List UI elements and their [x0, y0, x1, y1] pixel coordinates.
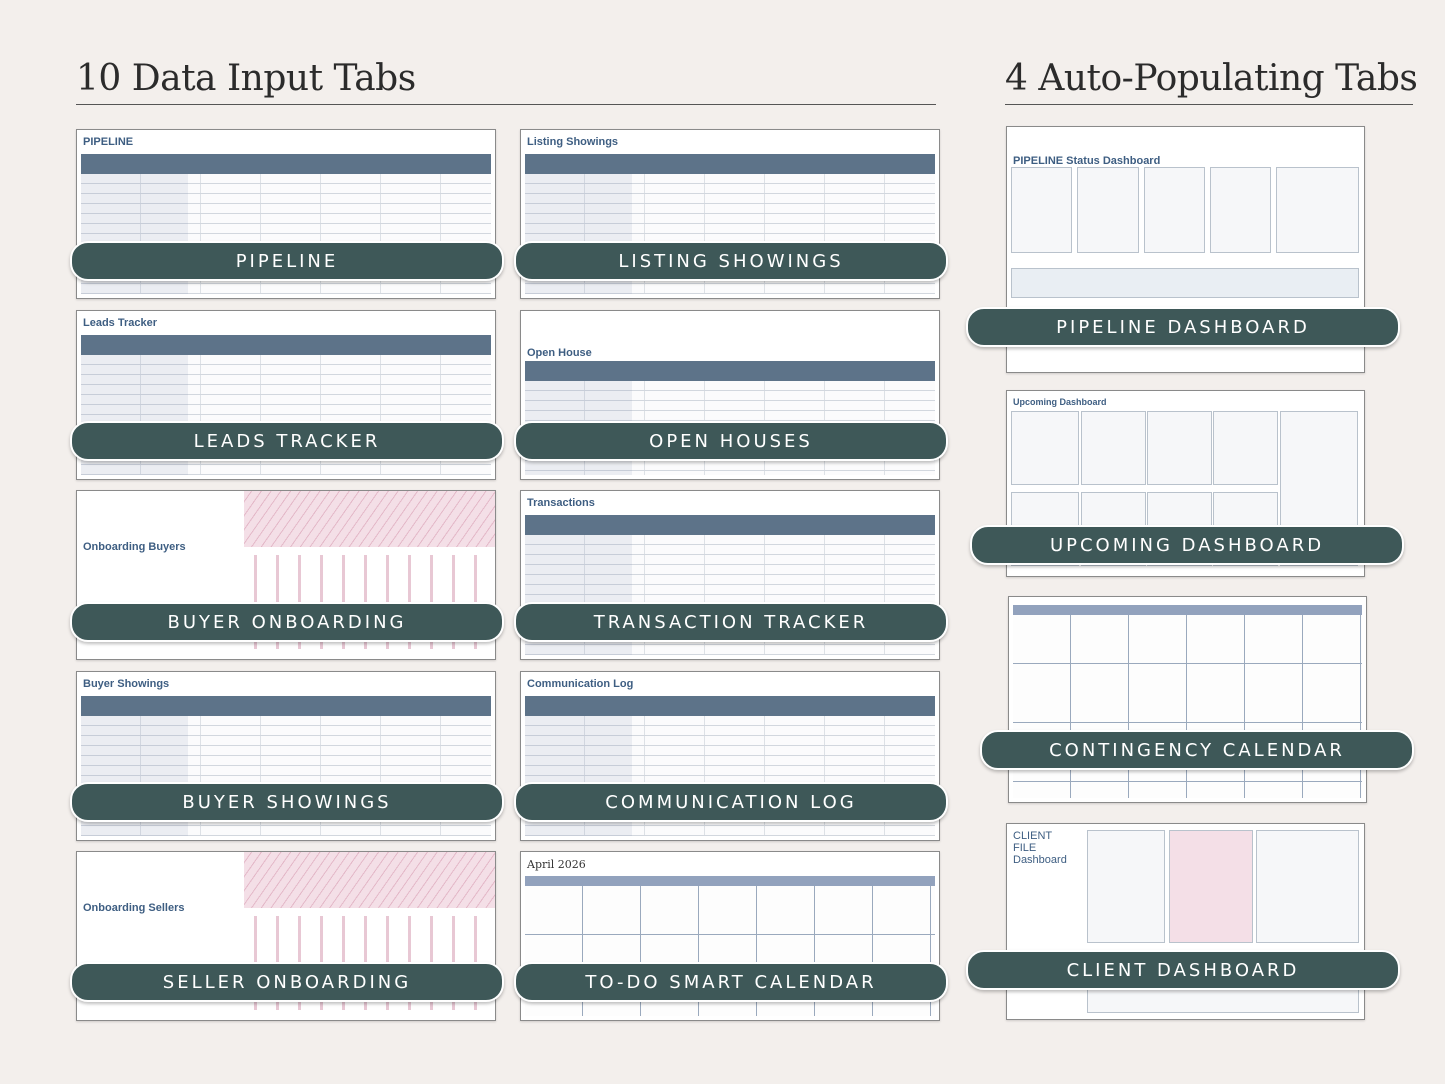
contingency-calendar-label[interactable]: CONTINGENCY CALENDAR — [980, 730, 1414, 770]
right-heading-rule — [1005, 104, 1413, 105]
upcoming-dashboard-label[interactable]: UPCOMING DASHBOARD — [970, 525, 1404, 565]
todo-calendar-tab-label[interactable]: TO-DO SMART CALENDAR — [514, 962, 948, 1002]
pipeline-sheet-title: PIPELINE — [83, 136, 134, 148]
left-heading-rule — [76, 104, 936, 105]
client-dashboard-title: CLIENT FILE Dashboard — [1013, 830, 1067, 866]
upcoming-dashboard-title: Upcoming Dashboard — [1013, 397, 1107, 407]
communication-log-tab-label[interactable]: COMMUNICATION LOG — [514, 782, 948, 822]
todo-calendar-sheet-title: April 2026 — [527, 858, 586, 871]
listing-showings-tab-label[interactable]: LISTING SHOWINGS — [514, 241, 948, 281]
leads-tracker-tab-label[interactable]: LEADS TRACKER — [70, 421, 504, 461]
buyer-onboarding-tab-label[interactable]: BUYER ONBOARDING — [70, 602, 504, 642]
pipeline-dashboard-title: PIPELINE Status Dashboard — [1013, 155, 1161, 167]
open-houses-sheet-title: Open House — [527, 347, 592, 359]
transaction-tracker-sheet-title: Transactions — [527, 497, 595, 509]
client-dashboard-preview[interactable]: CLIENT FILE Dashboard — [1006, 823, 1365, 1020]
listing-showings-sheet-title: Listing Showings — [527, 136, 619, 148]
open-houses-tab-label[interactable]: OPEN HOUSES — [514, 421, 948, 461]
seller-checklist-headers — [244, 852, 495, 908]
buyer-showings-tab-label[interactable]: BUYER SHOWINGS — [70, 782, 504, 822]
data-input-heading: 10 Data Input Tabs — [76, 58, 416, 99]
buyer-checklist-headers — [244, 491, 495, 547]
pipeline-dashboard-tables — [1011, 167, 1360, 368]
auto-populating-heading: 4 Auto-Populating Tabs — [1005, 58, 1418, 99]
pipeline-dashboard-label[interactable]: PIPELINE DASHBOARD — [966, 307, 1400, 347]
transaction-tracker-tab-label[interactable]: TRANSACTION TRACKER — [514, 602, 948, 642]
leads-tracker-sheet-title: Leads Tracker — [83, 317, 157, 329]
pipeline-tab-label[interactable]: PIPELINE — [70, 241, 504, 281]
client-dashboard-label[interactable]: CLIENT DASHBOARD — [966, 950, 1400, 990]
seller-onboarding-tab-label[interactable]: SELLER ONBOARDING — [70, 962, 504, 1002]
buyer-onboarding-sheet-title: Onboarding Buyers — [83, 541, 186, 553]
seller-onboarding-sheet-title: Onboarding Sellers — [83, 902, 185, 914]
communication-log-sheet-title: Communication Log — [527, 678, 634, 690]
contingency-calendar-preview[interactable] — [1008, 596, 1367, 803]
buyer-showings-sheet-title: Buyer Showings — [83, 678, 170, 690]
